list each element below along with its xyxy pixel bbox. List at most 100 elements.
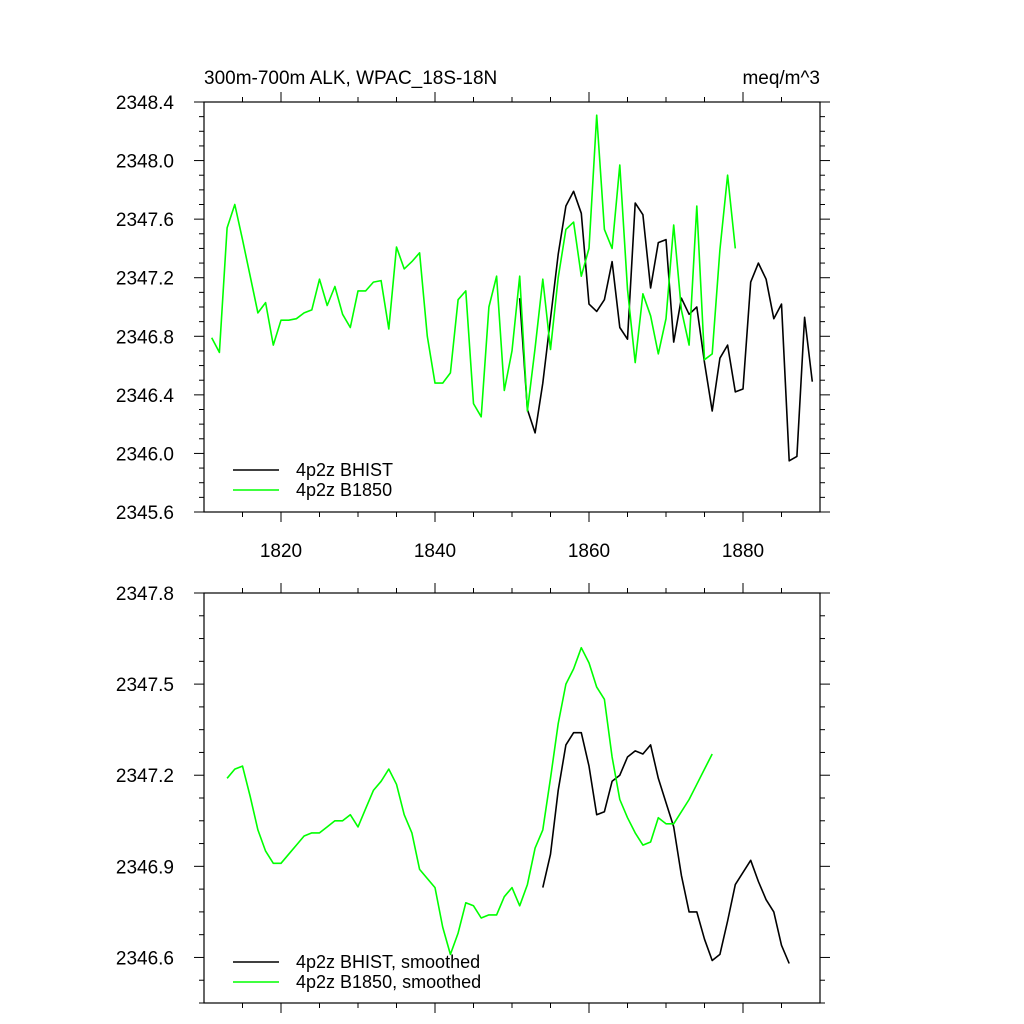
data-point-b1850: [388, 768, 390, 770]
data-point-b1850: [342, 820, 344, 822]
data-point-b1850: [334, 820, 336, 822]
data-point-b1850: [419, 252, 421, 254]
data-point-bhist: [773, 318, 775, 320]
data-point-b1850: [511, 350, 513, 352]
y-tick-label: 2347.8: [116, 584, 174, 605]
data-point-bhist: [788, 460, 790, 462]
data-point-b1850: [504, 896, 506, 898]
data-point-bhist: [604, 299, 606, 301]
data-point-bhist: [773, 911, 775, 913]
data-point-b1850: [688, 799, 690, 801]
y-tick-label: 2346.9: [116, 857, 174, 878]
data-point-b1850: [542, 278, 544, 280]
y-tick-label: 2347.6: [116, 210, 174, 231]
series-line-bhist: [518, 190, 814, 462]
data-point-b1850: [634, 832, 636, 834]
data-point-b1850: [234, 768, 236, 770]
data-point-b1850: [519, 905, 521, 907]
data-point-b1850: [396, 784, 398, 786]
data-point-b1850: [527, 410, 529, 412]
data-point-b1850: [303, 835, 305, 837]
x-tick-label: 1860: [568, 541, 610, 562]
data-point-b1850: [688, 344, 690, 346]
data-point-bhist: [573, 732, 575, 734]
data-point-b1850: [419, 869, 421, 871]
data-point-bhist: [634, 750, 636, 752]
data-point-b1850: [434, 382, 436, 384]
data-point-bhist: [650, 744, 652, 746]
data-point-b1850: [234, 204, 236, 206]
data-point-b1850: [365, 290, 367, 292]
data-point-b1850: [596, 114, 598, 116]
data-point-b1850: [411, 832, 413, 834]
y-tick-label: 2345.6: [116, 503, 174, 524]
data-point-b1850: [642, 844, 644, 846]
data-point-b1850: [488, 306, 490, 308]
data-point-b1850: [711, 353, 713, 355]
data-point-bhist: [711, 410, 713, 412]
data-point-bhist: [588, 765, 590, 767]
data-point-b1850: [357, 826, 359, 828]
data-point-b1850: [527, 884, 529, 886]
data-point-bhist: [573, 191, 575, 193]
data-point-bhist: [565, 205, 567, 207]
data-point-b1850: [326, 826, 328, 828]
data-point-b1850: [380, 780, 382, 782]
data-point-b1850: [550, 349, 552, 351]
data-point-bhist: [812, 381, 814, 383]
data-point-bhist: [711, 960, 713, 962]
data-point-b1850: [480, 416, 482, 418]
y-tick-label: 2348.4: [116, 93, 175, 114]
data-point-b1850: [611, 248, 613, 250]
bottom-panel: 4p2z BHIST, smoothed 4p2z B1850, smoothe…: [116, 583, 830, 1013]
data-point-b1850: [450, 954, 452, 956]
data-point-b1850: [319, 278, 321, 280]
data-point-bhist: [735, 391, 737, 393]
data-point-b1850: [627, 289, 629, 291]
data-point-b1850: [542, 829, 544, 831]
data-point-b1850: [588, 248, 590, 250]
data-point-b1850: [303, 312, 305, 314]
data-point-bhist: [542, 887, 544, 889]
data-point-bhist: [750, 859, 752, 861]
data-point-b1850: [473, 403, 475, 405]
data-point-b1850: [488, 914, 490, 916]
data-point-bhist: [688, 314, 690, 316]
data-point-b1850: [504, 390, 506, 392]
data-point-b1850: [288, 319, 290, 321]
data-point-b1850: [350, 327, 352, 329]
data-point-bhist: [627, 338, 629, 340]
data-point-b1850: [427, 335, 429, 337]
data-point-b1850: [226, 227, 228, 229]
y-tick-label: 2347.2: [116, 766, 174, 787]
data-point-bhist: [588, 303, 590, 305]
data-point-bhist: [642, 214, 644, 216]
data-point-bhist: [542, 382, 544, 384]
data-point-b1850: [450, 372, 452, 374]
data-point-bhist: [658, 777, 660, 779]
data-point-b1850: [511, 887, 513, 889]
data-point-bhist: [704, 362, 706, 364]
data-point-b1850: [242, 765, 244, 767]
data-point-b1850: [273, 862, 275, 864]
data-point-b1850: [403, 814, 405, 816]
data-point-b1850: [727, 174, 729, 176]
data-point-bhist: [719, 954, 721, 956]
data-point-b1850: [611, 756, 613, 758]
data-point-b1850: [735, 248, 737, 250]
data-point-b1850: [249, 796, 251, 798]
data-point-bhist: [750, 281, 752, 283]
y-tick-label: 2347.5: [116, 675, 174, 696]
data-point-bhist: [742, 388, 744, 390]
data-point-bhist: [550, 853, 552, 855]
data-point-b1850: [704, 359, 706, 361]
data-point-b1850: [350, 814, 352, 816]
data-point-bhist: [611, 780, 613, 782]
data-point-b1850: [226, 777, 228, 779]
data-point-b1850: [280, 862, 282, 864]
data-point-b1850: [711, 753, 713, 755]
data-point-b1850: [557, 723, 559, 725]
data-point-b1850: [550, 777, 552, 779]
data-point-b1850: [257, 312, 259, 314]
data-point-bhist: [658, 242, 660, 244]
